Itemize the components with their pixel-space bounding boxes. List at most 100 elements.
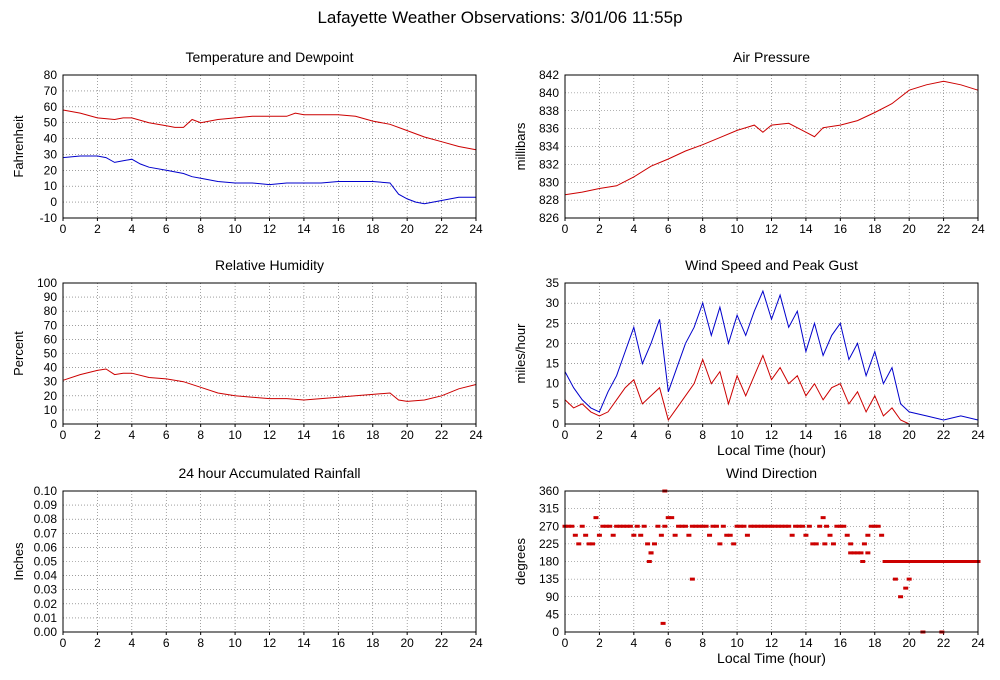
data-point bbox=[765, 524, 771, 528]
y-tick-label: 0 bbox=[552, 417, 559, 431]
x-tick-label: 0 bbox=[562, 222, 569, 236]
series-line-1 bbox=[62, 155, 476, 205]
data-point bbox=[923, 560, 929, 563]
data-point bbox=[572, 533, 578, 537]
series-line-0 bbox=[564, 289, 979, 421]
data-point bbox=[910, 560, 916, 563]
x-tick-label: 6 bbox=[665, 428, 672, 442]
y-tick-label: 90 bbox=[546, 590, 560, 604]
x-tick-label: 12 bbox=[765, 636, 779, 650]
y-tick-label: 360 bbox=[539, 484, 559, 498]
chart-title: 24 hour Accumulated Rainfall bbox=[178, 465, 360, 481]
data-point bbox=[583, 533, 589, 537]
x-tick-label: 18 bbox=[366, 222, 380, 236]
y-axis-label: miles/hour bbox=[513, 323, 528, 384]
y-tick-label: 70 bbox=[44, 318, 58, 332]
data-point bbox=[631, 533, 637, 537]
y-tick-label: 35 bbox=[546, 276, 560, 290]
data-point bbox=[920, 560, 926, 563]
data-point bbox=[669, 516, 675, 520]
data-point bbox=[803, 533, 809, 537]
data-point bbox=[793, 524, 799, 528]
x-tick-label: 2 bbox=[94, 428, 101, 442]
x-tick-label: 10 bbox=[730, 428, 744, 442]
y-tick-label: 832 bbox=[539, 157, 559, 171]
data-point bbox=[822, 542, 828, 546]
data-point bbox=[755, 524, 761, 528]
data-point bbox=[717, 542, 723, 546]
y-tick-label: 30 bbox=[44, 147, 58, 161]
plot-frame bbox=[564, 282, 979, 425]
y-tick-label: 25 bbox=[546, 316, 560, 330]
data-point bbox=[820, 516, 826, 520]
y-tick-label: 80 bbox=[44, 68, 58, 82]
series-line-1 bbox=[564, 354, 978, 425]
y-tick-label: 180 bbox=[539, 555, 559, 569]
x-tick-label: 6 bbox=[163, 636, 170, 650]
y-tick-label: 834 bbox=[539, 140, 559, 154]
y-tick-label: 828 bbox=[539, 193, 559, 207]
data-point bbox=[844, 533, 850, 537]
data-point bbox=[858, 551, 864, 555]
y-tick-label: 80 bbox=[44, 304, 58, 318]
data-point bbox=[817, 524, 823, 528]
x-tick-label: 10 bbox=[228, 222, 242, 236]
x-tick-label: 20 bbox=[400, 222, 414, 236]
chart-title: Temperature and Dewpoint bbox=[185, 49, 353, 65]
data-point bbox=[972, 560, 978, 563]
data-point bbox=[734, 524, 740, 528]
data-point bbox=[810, 542, 816, 546]
x-tick-label: 8 bbox=[197, 636, 204, 650]
x-tick-label: 16 bbox=[332, 428, 346, 442]
data-point bbox=[830, 542, 836, 546]
data-point bbox=[703, 524, 709, 528]
x-tick-label: 20 bbox=[902, 636, 916, 650]
data-point bbox=[727, 533, 733, 537]
x-tick-label: 10 bbox=[228, 428, 242, 442]
data-point bbox=[886, 560, 892, 563]
data-point bbox=[865, 551, 871, 555]
data-point bbox=[903, 586, 909, 590]
x-tick-label: 8 bbox=[197, 222, 204, 236]
y-tick-label: 0 bbox=[50, 195, 57, 209]
data-point bbox=[693, 524, 699, 528]
x-tick-label: 24 bbox=[971, 428, 985, 442]
x-tick-label: 2 bbox=[596, 428, 603, 442]
data-point bbox=[861, 542, 867, 546]
data-point bbox=[916, 560, 922, 563]
y-tick-label: 40 bbox=[44, 361, 58, 375]
chart-title: Air Pressure bbox=[733, 49, 810, 65]
data-point bbox=[655, 524, 661, 528]
data-point bbox=[958, 560, 964, 563]
plot-frame bbox=[62, 74, 477, 219]
data-point bbox=[848, 551, 854, 555]
data-point bbox=[603, 524, 609, 528]
x-tick-label: 22 bbox=[937, 428, 951, 442]
x-tick-label: 18 bbox=[868, 222, 882, 236]
x-tick-label: 18 bbox=[868, 428, 882, 442]
chart-title: Wind Speed and Peak Gust bbox=[685, 257, 858, 273]
x-axis-label: Local Time (hour) bbox=[717, 442, 826, 458]
data-point bbox=[944, 560, 950, 563]
y-axis-label: Percent bbox=[11, 331, 26, 376]
data-point bbox=[651, 542, 657, 546]
data-point bbox=[569, 524, 575, 528]
y-axis-label: millibars bbox=[513, 122, 528, 170]
y-tick-label: 45 bbox=[546, 607, 560, 621]
data-point bbox=[758, 524, 764, 528]
y-tick-label: 840 bbox=[539, 86, 559, 100]
data-point bbox=[834, 524, 840, 528]
x-tick-label: 16 bbox=[834, 636, 848, 650]
x-tick-label: 0 bbox=[60, 428, 67, 442]
x-tick-label: 22 bbox=[937, 636, 951, 650]
x-tick-label: 0 bbox=[60, 636, 67, 650]
page-title: Lafayette Weather Observations: 3/01/06 … bbox=[317, 8, 683, 27]
y-tick-label: 826 bbox=[539, 211, 559, 225]
plot-frame bbox=[564, 74, 979, 219]
data-point bbox=[789, 533, 795, 537]
y-tick-label: 60 bbox=[44, 332, 58, 346]
x-tick-label: 14 bbox=[799, 222, 813, 236]
